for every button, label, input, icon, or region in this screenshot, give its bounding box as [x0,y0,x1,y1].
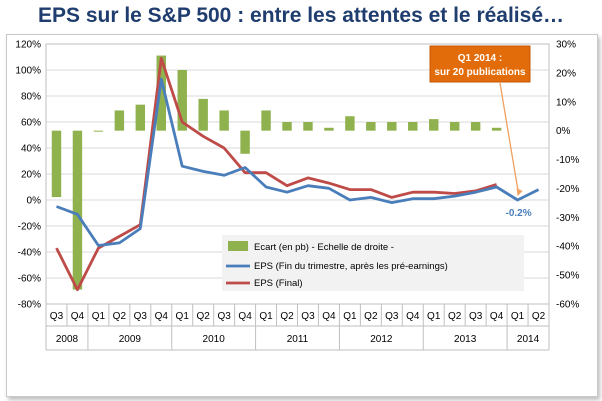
left-tick-label: 20% [21,170,41,181]
category-label: Q1 [343,311,357,322]
year-label: 2010 [203,334,226,345]
right-tick-label: 0% [556,126,571,137]
bar [135,104,146,131]
legend-box [222,235,524,291]
category-label: Q4 [71,311,85,322]
legend-bar-swatch [228,241,248,251]
category-label: Q2 [448,311,462,322]
category-label: Q4 [490,311,504,322]
eps-pre-earnings-line [56,77,540,247]
year-label: 2008 [56,334,79,345]
category-label: Q4 [322,311,336,322]
bar [156,55,166,131]
callout-text: Q1 2014 : [458,53,502,64]
bar [449,122,460,131]
bar [491,127,502,131]
category-label: Q2 [197,311,211,322]
category-label: Q1 [259,311,273,322]
bar [198,98,208,131]
callout-arrow [499,82,520,195]
callout-arrowhead [516,188,523,196]
bar [470,122,481,131]
category-label: Q4 [155,311,169,322]
year-label: 2011 [287,334,309,345]
chart-frame [6,34,598,397]
right-tick-label: 10% [556,97,576,108]
right-tick-label: -30% [556,213,579,224]
category-label: Q4 [406,311,420,322]
bar [429,119,439,131]
bar-series [51,55,502,290]
legend-label: EPS (Fin du trimestre, après les pré-ear… [254,261,448,272]
bar [345,116,355,131]
bar [387,122,397,131]
category-label: Q2 [532,311,546,322]
bar [72,130,83,290]
chart-title: EPS sur le S&P 500 : entre les attentes … [37,4,565,27]
category-label: Q1 [511,311,525,322]
category-label: Q3 [469,311,483,322]
left-tick-label: -40% [18,248,41,259]
category-label: Q2 [280,311,294,322]
left-tick-label: -60% [18,274,41,285]
legend-label: EPS (Final) [254,278,303,289]
bar [93,130,104,132]
right-tick-label: -20% [556,184,579,195]
bar [114,110,125,131]
category-label: Q3 [50,311,64,322]
right-tick-label: -60% [556,300,579,311]
bar [303,122,313,131]
bar [324,127,334,131]
bar [240,130,250,154]
line-series [55,56,540,292]
bar [51,130,62,198]
category-label: Q3 [217,311,231,322]
category-label: Q1 [427,311,441,322]
callout-box [429,45,531,83]
category-label: Q1 [176,311,190,322]
callout-text: sur 20 publications [434,67,526,78]
bar [408,122,418,131]
bar [219,110,229,131]
left-tick-label: 120% [15,40,41,51]
left-tick-label: 60% [21,118,41,129]
bar [366,122,376,131]
right-tick-label: 20% [556,68,576,79]
legend: Ecart (en pb) - Echelle de droite - EPS (… [222,235,524,291]
category-label: Q3 [301,311,315,322]
left-tick-label: 40% [21,144,41,155]
category-label: Q3 [134,311,148,322]
category-label: Q2 [113,311,127,322]
year-label: 2013 [454,334,477,345]
bar [282,122,292,131]
left-tick-label: 0% [27,196,42,207]
eps-final-line [55,56,498,292]
right-tick-label: -40% [556,242,579,253]
right-tick-label: -50% [556,271,579,282]
left-tick-label: 100% [15,66,41,77]
bar [177,70,187,131]
left-tick-label: -80% [18,300,41,311]
right-tick-label: -10% [556,155,579,166]
axes: -80% -60% -40% -20% 0% 20% 40% 60% 80% 100% 120% -6… [15,40,579,351]
callout: Q1 2014 : sur 20 publications -0.2% [429,45,532,219]
legend-label: Ecart (en pb) - Echelle de droite - [254,242,394,253]
category-label: Q1 [92,311,106,322]
point-label: -0.2% [506,208,532,219]
right-tick-label: 30% [556,40,576,51]
left-tick-label: -20% [18,222,41,233]
year-label: 2014 [517,334,540,345]
year-label: 2009 [119,334,142,345]
bar [261,110,271,131]
category-label: Q4 [238,311,252,322]
left-tick-label: 80% [21,92,41,103]
category-label: Q3 [385,311,399,322]
year-label: 2012 [370,334,393,345]
category-label: Q2 [364,311,378,322]
